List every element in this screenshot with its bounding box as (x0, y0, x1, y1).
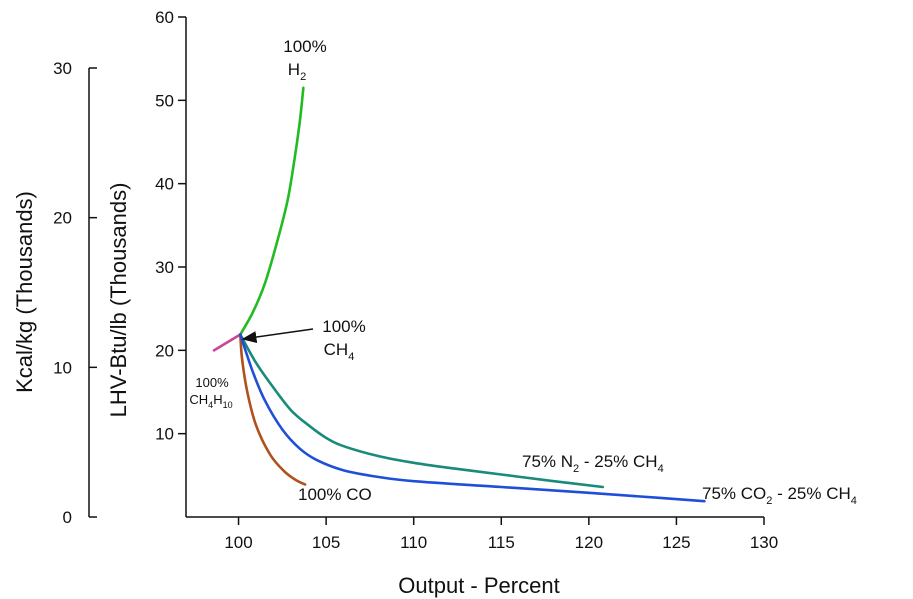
y-tick-label: 60 (155, 8, 174, 27)
x-tick-label: 100 (224, 533, 252, 552)
x-tick-label: 130 (750, 533, 778, 552)
svg-text:H2: H2 (288, 60, 306, 83)
series-line-4 (238, 333, 706, 503)
y-axis-secondary-title: Kcal/kg (Thousands) (12, 191, 37, 393)
series-line-0 (238, 86, 305, 336)
label-100-ch4: 100% CH4 (322, 317, 365, 363)
y-tick-label: 10 (155, 425, 174, 444)
svg-text:100%: 100% (195, 375, 229, 390)
y2-tick-label: 0 (63, 508, 72, 527)
ch4-pointer-arrow (241, 328, 314, 344)
y-axis-secondary-ticks: 0 10 20 30 (53, 59, 97, 527)
svg-text:CH4: CH4 (324, 340, 355, 363)
y2-tick-label: 10 (53, 358, 72, 377)
x-tick-label: 115 (488, 533, 515, 552)
label-ch4-sub: 4 (348, 351, 354, 363)
label-100-h2: 100% H2 (283, 37, 326, 83)
x-axis-ticks: 100 105 110 115 120 125 130 (224, 517, 778, 552)
label-75-co2-25-ch4: 75% CO2 - 25% CH4 (702, 484, 857, 507)
svg-text:100%: 100% (283, 37, 326, 56)
label-h2-sub: 2 (300, 71, 306, 83)
series-lines (212, 86, 706, 503)
x-tick-label: 125 (662, 533, 690, 552)
y-tick-label: 40 (155, 175, 174, 194)
series-line-1 (212, 333, 242, 352)
svg-text:CH4H10: CH4H10 (189, 392, 232, 410)
x-tick-label: 110 (400, 533, 427, 552)
y-tick-label: 30 (155, 258, 174, 277)
x-axis-title: Output - Percent (398, 573, 559, 598)
y2-tick-label: 20 (53, 209, 72, 228)
y2-tick-label: 30 (53, 59, 72, 78)
y-tick-label: 50 (155, 91, 174, 110)
label-100-co: 100% CO (298, 485, 372, 504)
series-line-2 (238, 333, 307, 486)
y-axis-ticks: 10 20 30 40 50 60 (155, 8, 186, 444)
label-75-n2-25-ch4: 75% N2 - 25% CH4 (522, 452, 664, 475)
x-tick-label: 105 (312, 533, 340, 552)
x-tick-label: 120 (575, 533, 603, 552)
label-h2-main: H (288, 60, 300, 79)
label-100-ch4h10: 100% CH4H10 (189, 375, 232, 410)
y-axis-title: LHV-Btu/lb (Thousands) (106, 183, 131, 418)
svg-text:100%: 100% (322, 317, 365, 336)
label-ch4-main: CH (324, 340, 349, 359)
y-tick-label: 20 (155, 341, 174, 360)
series-line-3 (238, 333, 605, 489)
